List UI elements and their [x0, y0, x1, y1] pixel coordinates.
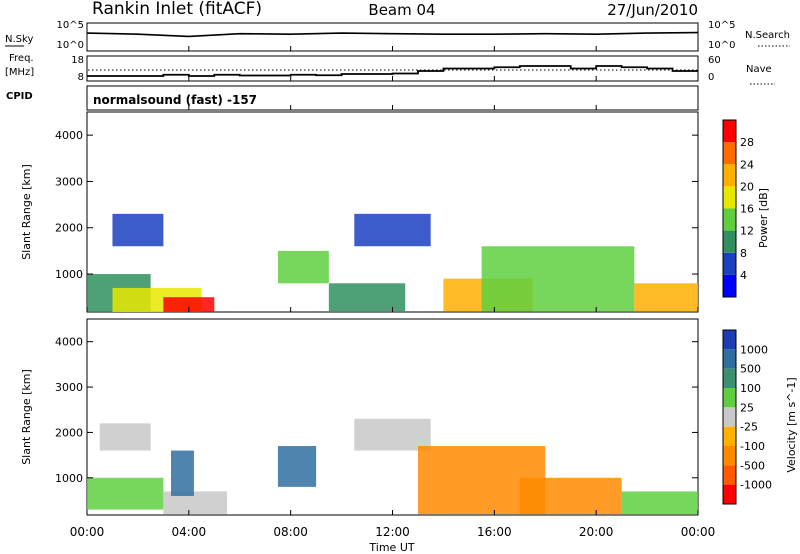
freq-label: Freq.	[9, 53, 34, 64]
power-scale-swatch	[723, 208, 736, 231]
velocity-color-scale: 1000 500 100 25 -25 -100 -500 -1000	[722, 329, 772, 505]
velocity-region	[519, 477, 622, 515]
power-scale-swatch	[723, 142, 736, 165]
nsearch-tick-top: 10^5	[708, 20, 735, 31]
cpid-label: CPID	[6, 91, 33, 102]
power-region	[163, 297, 215, 312]
velocity-scale-tick-label: 1000	[740, 343, 768, 356]
velocity-region	[621, 491, 698, 515]
power-scale-tick-label: 28	[740, 136, 754, 149]
velocity-range-tick-label: 1000	[55, 472, 83, 485]
power-scale-swatch	[723, 120, 736, 143]
power-region	[328, 283, 406, 312]
power-scale-swatch	[723, 186, 736, 209]
date-title: 27/Jun/2010	[607, 1, 698, 19]
time-axis-ticks: 00:00 04:00 08:00 12:00 16:00 20:00 00:00	[70, 46, 716, 539]
velocity-scale-frame	[722, 329, 737, 505]
power-scale-tick-label: 24	[740, 158, 754, 171]
time-axis-label: Time UT	[368, 541, 414, 554]
nsky-series-line	[86, 31, 699, 38]
power-range-tick-label: 3000	[55, 175, 83, 188]
power-scale-tick-label: 16	[740, 203, 754, 216]
power-scale-tick-label: 12	[740, 225, 754, 238]
velocity-region	[354, 418, 431, 451]
power-color-scale: 4 8 12 16 20 24 28	[722, 119, 754, 298]
velocity-scale-tick-label: 500	[740, 363, 761, 376]
velocity-scale-swatch	[723, 330, 736, 350]
velocity-scale-label: Velocity [m s^-1]	[785, 377, 798, 472]
time-tick-label: 00:00	[681, 525, 716, 539]
velocity-scale-swatch	[723, 484, 736, 504]
power-scale-frame	[722, 119, 737, 298]
velocity-scale-tick-label: -1000	[740, 479, 772, 492]
velocity-scale-swatch	[723, 407, 736, 427]
nsearch-tick-bottom: 10^0	[708, 40, 735, 51]
power-range-tick-label: 1000	[55, 268, 83, 281]
velocity-range-axis-label: Slant Range [km]	[20, 369, 33, 465]
power-scale-swatch	[723, 274, 736, 297]
time-tick-label: 12:00	[375, 525, 410, 539]
power-range-tick-label: 2000	[55, 222, 83, 235]
velocity-scale-swatch	[723, 446, 736, 466]
power-scale-label: Power [dB]	[757, 188, 770, 248]
power-range-ticks: 1000 2000 3000 4000	[55, 129, 698, 281]
time-tick-label: 00:00	[70, 525, 105, 539]
freq-trace	[87, 65, 698, 77]
power-scale-swatch	[723, 164, 736, 187]
nave-tick-top: 60	[708, 55, 721, 66]
time-tick-label: 16:00	[477, 525, 512, 539]
velocity-region	[87, 477, 164, 510]
velocity-scale-swatch	[723, 349, 736, 369]
velocity-scale-swatch	[723, 388, 736, 408]
freq-tick-bottom: 8	[78, 72, 84, 83]
velocity-range-tick-label: 3000	[55, 381, 83, 394]
beam-title: Beam 04	[368, 1, 435, 19]
nsky-label: N.Sky	[5, 34, 33, 45]
power-data	[87, 213, 698, 312]
velocity-scale-swatch	[723, 426, 736, 446]
power-range-tick-label: 4000	[55, 129, 83, 142]
power-range-axis-label: Slant Range [km]	[20, 164, 33, 260]
power-scale-swatch	[723, 252, 736, 275]
time-tick-label: 08:00	[273, 525, 308, 539]
power-scale-tick-label: 20	[740, 180, 754, 193]
velocity-range-ticks: 1000 2000 3000 4000	[55, 336, 698, 485]
velocity-scale-tick-label: 25	[740, 401, 754, 414]
power-region	[277, 250, 329, 284]
power-region	[481, 246, 635, 312]
nsearch-label: N.Search	[745, 30, 790, 41]
power-scale-swatch	[723, 230, 736, 253]
velocity-region	[277, 446, 317, 487]
velocity-scale-tick-label: -500	[740, 459, 765, 472]
velocity-range-tick-label: 4000	[55, 336, 83, 349]
velocity-scale-swatch	[723, 465, 736, 485]
velocity-scale-tick-label: 100	[740, 382, 761, 395]
velocity-region	[99, 423, 151, 451]
station-title: Rankin Inlet (fitACF)	[92, 0, 262, 19]
velocity-range-tick-label: 2000	[55, 426, 83, 439]
time-tick-label: 20:00	[579, 525, 614, 539]
nsky-tick-bottom: 10^0	[57, 40, 84, 51]
power-region	[354, 213, 431, 247]
velocity-scale-tick-label: -100	[740, 440, 765, 453]
velocity-region	[163, 491, 228, 515]
nave-label: Nave	[746, 64, 772, 75]
velocity-region	[171, 450, 194, 496]
nave-tick-bottom: 0	[708, 72, 714, 83]
power-scale-tick-label: 4	[740, 269, 747, 282]
time-tick-label: 04:00	[172, 525, 207, 539]
power-region	[634, 283, 698, 312]
freq-tick-top: 18	[71, 55, 84, 66]
nsky-tick-top: 10^5	[57, 20, 84, 31]
velocity-data	[87, 418, 698, 515]
power-scale-tick-label: 8	[740, 247, 747, 260]
velocity-scale-tick-label: -25	[740, 421, 758, 434]
freq-unit-label: [MHz]	[5, 67, 34, 78]
nsky-trace	[86, 31, 699, 38]
velocity-scale-swatch	[723, 368, 736, 388]
power-region	[112, 213, 164, 247]
cpid-text: normalsound (fast) -157	[93, 93, 257, 107]
